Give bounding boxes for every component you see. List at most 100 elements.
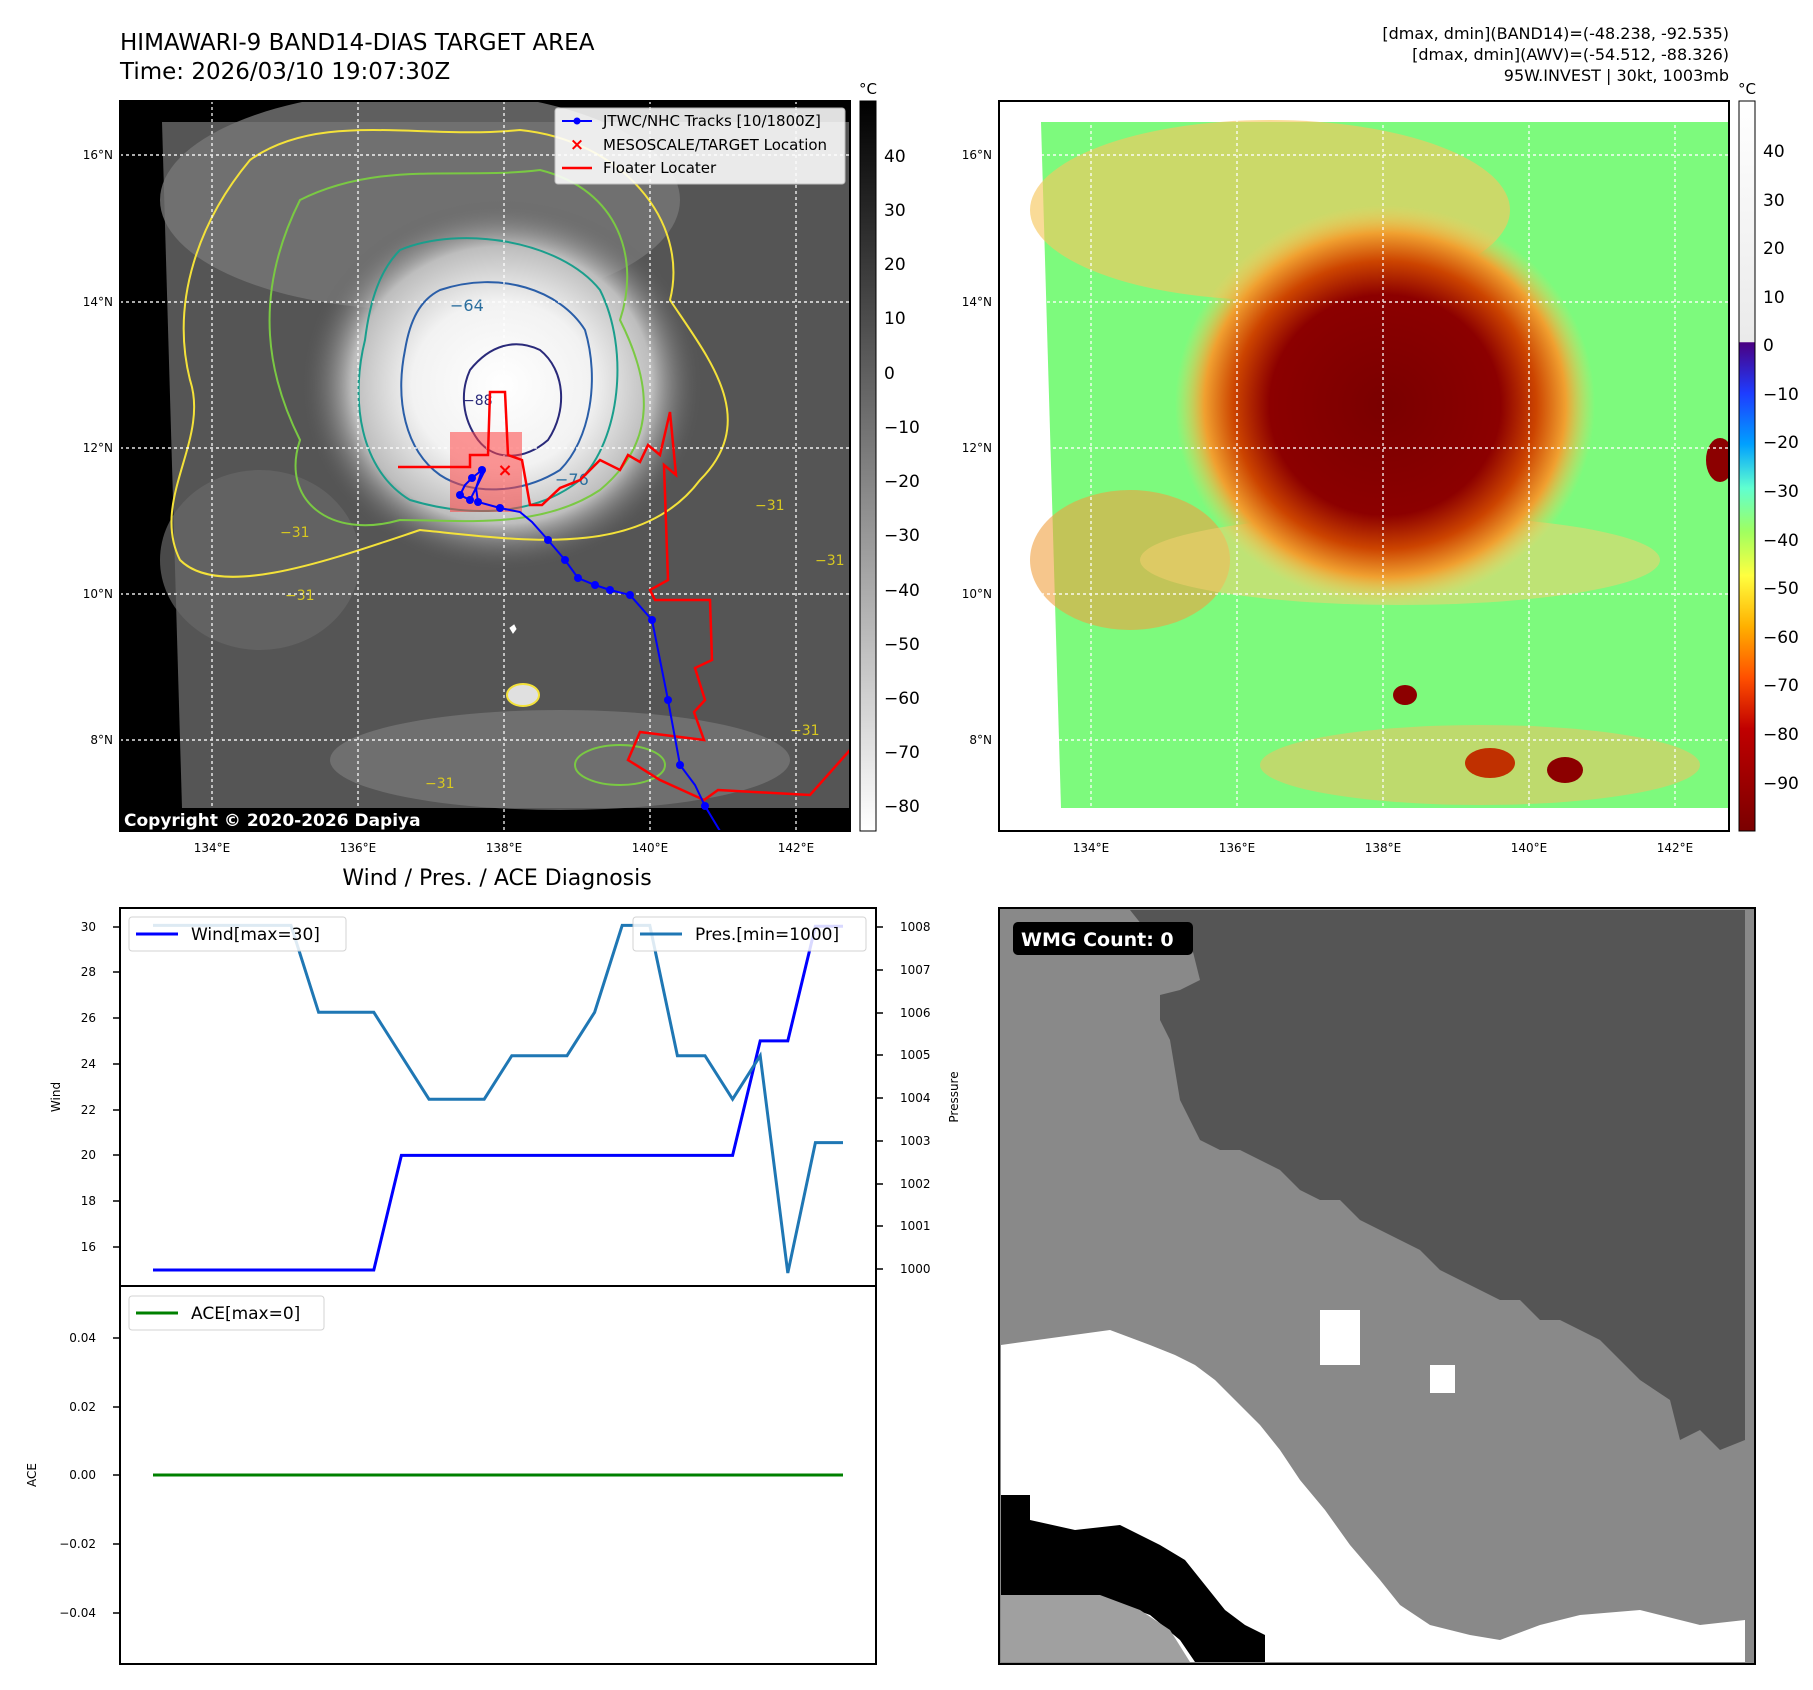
cbar-tick: −90 <box>1763 774 1799 794</box>
pressure-tick: 1005 <box>900 1048 931 1062</box>
cloud-band-west <box>160 470 360 650</box>
wmg-white-spot <box>1320 1310 1360 1365</box>
legend-tracks: JTWC/NHC Tracks [10/1800Z] <box>602 112 821 130</box>
pressure-tick: 1003 <box>900 1134 931 1148</box>
wmg-frame <box>998 907 1756 1665</box>
wmg-white-spot <box>1430 1365 1455 1393</box>
lat-label: 10°N <box>83 587 113 601</box>
ir-map-lat-labels: 16°N 14°N 12°N 10°N 8°N <box>83 148 113 747</box>
cbar-tick: 30 <box>884 201 906 221</box>
contour-label-neg64: −64 <box>450 296 484 315</box>
wind-pressure-axes <box>119 907 877 1287</box>
target-marker: × <box>497 460 512 481</box>
lon-label: 140°E <box>632 841 669 855</box>
cbar-tick: −40 <box>1763 531 1799 551</box>
cbar-tick: 40 <box>1763 142 1785 162</box>
stats-storm: 95W.INVEST | 30kt, 1003mb <box>1504 66 1729 85</box>
awv-map-panel <box>999 101 1729 831</box>
cbar-tick: −60 <box>884 689 920 709</box>
wmg-black-region <box>1001 1495 1265 1662</box>
cbar-tick: 40 <box>884 147 906 167</box>
lon-label: 142°E <box>1657 841 1694 855</box>
pressure-tick: 1008 <box>900 920 931 934</box>
wind-tick: 30 <box>81 920 96 934</box>
awv-cell-se2 <box>1547 757 1583 783</box>
awv-storm <box>1175 205 1595 605</box>
legend-target-marker: × <box>570 135 584 155</box>
figure-time: Time: 2026/03/10 19:07:30Z <box>119 59 450 85</box>
pressure-series-line <box>153 923 843 1274</box>
ace-legend-text: ACE[max=0] <box>191 1304 300 1324</box>
wind-legend-text: Wind[max=30] <box>191 925 320 945</box>
lat-label: 8°N <box>90 733 113 747</box>
jtwc-track-points <box>456 466 709 810</box>
gray-colorbar-unit: °C <box>859 80 877 98</box>
contour-label-neg31: −31 <box>425 776 455 792</box>
stats-awv: [dmax, dmin](AWV)=(-54.512, -88.326) <box>1412 45 1729 64</box>
pressure-tick: 1002 <box>900 1177 931 1191</box>
copyright-box <box>120 808 440 831</box>
cloud-band-south <box>330 710 790 810</box>
cbar-tick: −50 <box>884 635 920 655</box>
pressure-tick: 1006 <box>900 1006 931 1020</box>
lon-label: 136°E <box>340 841 377 855</box>
contour-label-neg88: −88 <box>463 393 493 409</box>
awv-map-lat-labels: 16°N 14°N 12°N 10°N 8°N <box>962 148 992 747</box>
cbar-tick: 20 <box>884 255 906 275</box>
awv-cell-east <box>1706 438 1729 482</box>
color-colorbar <box>1738 100 1756 832</box>
lat-label: 14°N <box>962 295 992 309</box>
ace-tick-marks <box>113 1337 120 1614</box>
wmg-badge-box <box>1013 922 1193 955</box>
cbar-tick: −10 <box>1763 385 1799 405</box>
cbar-tick: −70 <box>1763 676 1799 696</box>
ace-tick: 0.00 <box>69 1468 96 1482</box>
diagnosis-title: Wind / Pres. / ACE Diagnosis <box>342 866 651 891</box>
cbar-tick: −40 <box>884 581 920 601</box>
awv-map-lon-labels: 134°E 136°E 138°E 140°E 142°E <box>1073 841 1694 855</box>
ace-legend: ACE[max=0] <box>128 1295 325 1331</box>
cbar-tick: 0 <box>1763 336 1774 356</box>
cbar-tick: −20 <box>884 472 920 492</box>
contour-label-neg31: −31 <box>755 498 785 514</box>
pressure-tick: 1007 <box>900 963 931 977</box>
cbar-tick: −20 <box>1763 433 1799 453</box>
cbar-tick: −30 <box>1763 482 1799 502</box>
lat-label: 16°N <box>962 148 992 162</box>
floater-locator-line <box>398 390 850 802</box>
map-gridlines <box>120 101 850 831</box>
wind-ticks: 30 28 26 24 22 20 18 16 <box>81 920 96 1254</box>
lat-label: 16°N <box>83 148 113 162</box>
figure-title: HIMAWARI-9 BAND14-DIAS TARGET AREA <box>120 30 595 56</box>
wind-tick: 26 <box>81 1011 96 1025</box>
contour-label-neg31: −31 <box>790 723 820 739</box>
lat-label: 8°N <box>969 733 992 747</box>
contour-cell-southeast <box>574 744 666 786</box>
wmg-panel <box>999 908 1755 1664</box>
cbar-tick: 0 <box>884 364 895 384</box>
lon-label: 136°E <box>1219 841 1256 855</box>
awv-cell-south <box>1393 685 1417 705</box>
contour-label-neg31: −31 <box>815 553 845 569</box>
legend-target: MESOSCALE/TARGET Location <box>603 136 827 154</box>
wind-axis-label: Wind <box>49 1082 63 1112</box>
pressure-legend-text: Pres.[min=1000] <box>695 925 839 945</box>
contour-neg88 <box>462 343 563 457</box>
awv-map-frame <box>998 100 1730 832</box>
contour-label-neg31: −31 <box>280 525 310 541</box>
ace-ticks: 0.04 0.02 0.00 −0.02 −0.04 <box>59 1331 96 1620</box>
ace-axis-label: ACE <box>25 1463 39 1487</box>
pressure-tick: 1001 <box>900 1219 931 1233</box>
ir-map-panel: −64 −76 −88 −31 −31 −31 −31 −31 −31 <box>120 101 850 831</box>
contour-cell-south <box>506 683 540 707</box>
pressure-tick: 1004 <box>900 1091 931 1105</box>
cbar-tick: −80 <box>884 797 920 817</box>
pressure-tick-marks <box>876 926 883 1270</box>
map-legend: JTWC/NHC Tracks [10/1800Z] × MESOSCALE/T… <box>554 107 846 185</box>
ace-tick: 0.02 <box>69 1400 96 1414</box>
stats-band14: [dmax, dmin](BAND14)=(-48.238, -92.535) <box>1382 24 1729 43</box>
lon-label: 138°E <box>486 841 523 855</box>
color-colorbar-unit: °C <box>1738 80 1756 98</box>
contour-neg45 <box>268 168 645 527</box>
wind-tick: 20 <box>81 1148 96 1162</box>
